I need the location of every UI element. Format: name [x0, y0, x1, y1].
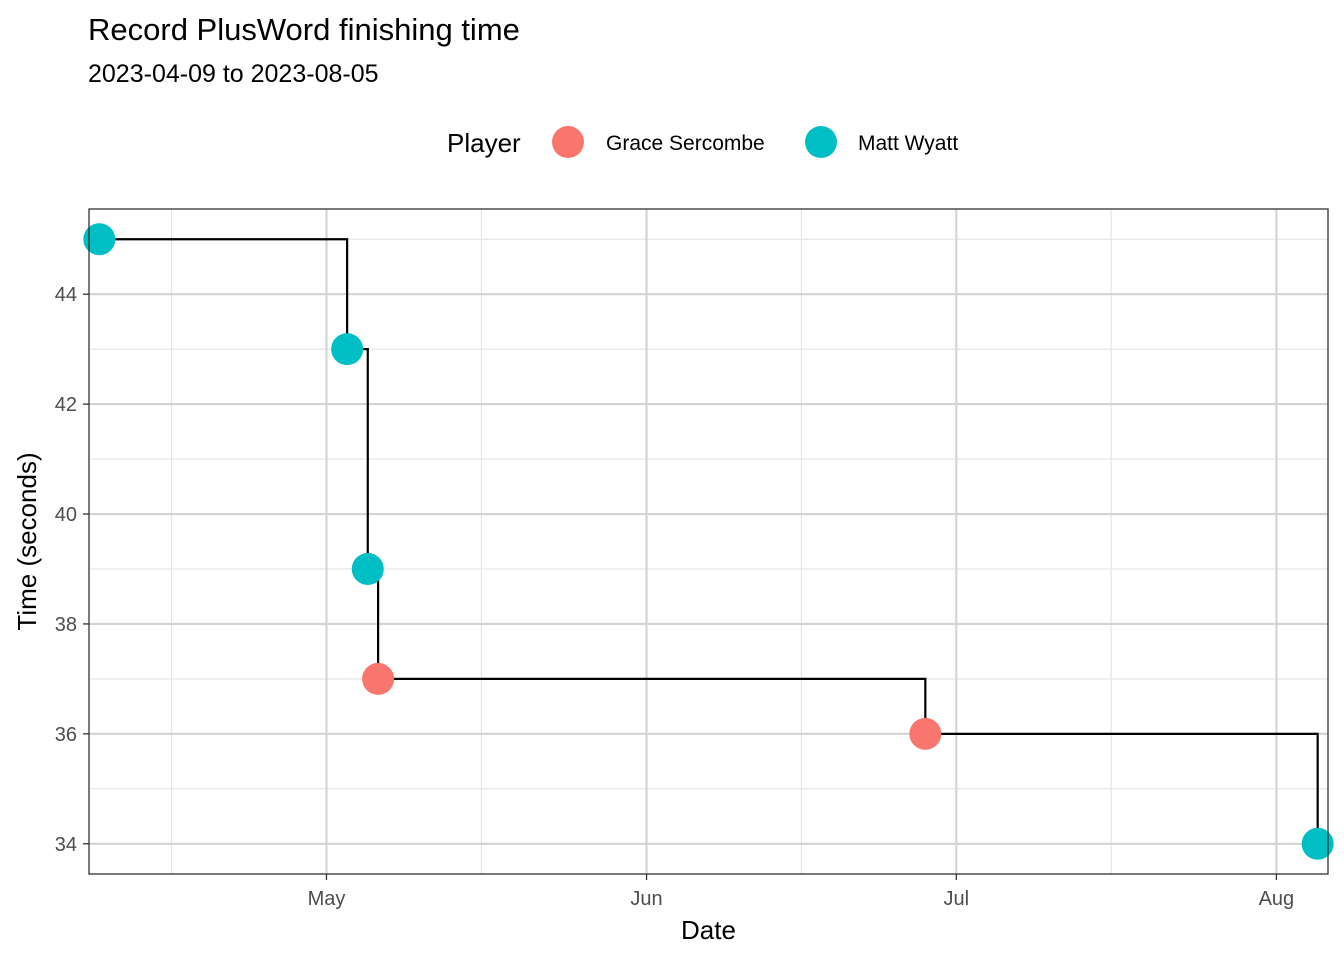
data-point-5-grace-sercombe [909, 717, 942, 750]
plot-panel [89, 209, 1328, 874]
y-axis: 34 36 38 40 42 44 [55, 284, 89, 856]
data-point-3-matt-wyatt [351, 552, 384, 585]
x-tick-label-jul: Jul [944, 888, 970, 910]
data-point-2-matt-wyatt [331, 333, 364, 366]
y-tick-label-34: 34 [55, 834, 77, 856]
legend-label-matt-wyatt: Matt Wyatt [858, 132, 958, 155]
data-points [83, 223, 1334, 860]
legend-title: Player [447, 128, 521, 158]
chart-title: Record PlusWord finishing time [88, 12, 520, 47]
y-tick-label-44: 44 [55, 284, 77, 306]
legend-key-matt-wyatt [805, 126, 837, 158]
legend: Player Grace Sercombe Matt Wyatt [447, 126, 958, 158]
y-tick-label-42: 42 [55, 394, 77, 416]
legend-label-grace-sercombe: Grace Sercombe [606, 132, 765, 155]
grid-major [89, 209, 1328, 874]
data-point-1-matt-wyatt [83, 223, 116, 256]
data-point-4-grace-sercombe [362, 662, 395, 695]
plot-panel-border [88, 208, 1329, 875]
data-point-6-matt-wyatt [1301, 827, 1334, 860]
y-axis-title: Time (seconds) [12, 452, 42, 630]
x-axis-title: Date [681, 915, 736, 945]
legend-key-grace-sercombe [552, 126, 584, 158]
y-tick-label-40: 40 [55, 504, 77, 526]
x-tick-label-jun: Jun [630, 888, 662, 910]
x-tick-label-may: May [308, 888, 346, 910]
x-tick-label-aug: Aug [1259, 888, 1295, 910]
x-axis: May Jun Jul Aug [308, 874, 1295, 910]
y-tick-label-36: 36 [55, 724, 77, 746]
chart-subtitle: 2023-04-09 to 2023-08-05 [88, 60, 379, 88]
y-tick-label-38: 38 [55, 614, 77, 636]
